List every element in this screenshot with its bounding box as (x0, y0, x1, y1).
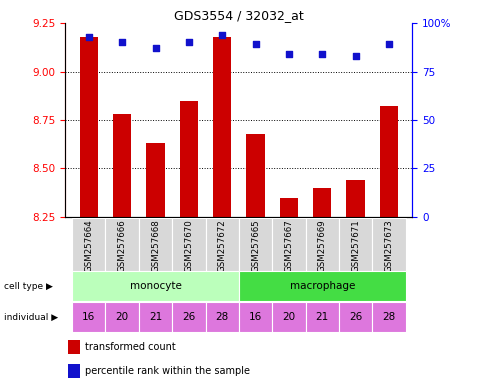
Text: GSM257665: GSM257665 (251, 219, 259, 272)
Bar (272, 302, 305, 332)
Text: 26: 26 (348, 312, 362, 322)
Bar (305, 218, 338, 271)
Text: GSM257672: GSM257672 (217, 219, 226, 272)
Title: GDS3554 / 32032_at: GDS3554 / 32032_at (174, 9, 303, 22)
Bar (68, 340, 80, 354)
Bar (205, 302, 239, 332)
Bar (113, 114, 131, 217)
Point (251, 41, 259, 48)
Text: 20: 20 (115, 312, 128, 322)
Point (118, 40, 126, 46)
Bar (205, 218, 239, 271)
Text: 16: 16 (82, 312, 95, 322)
Text: 28: 28 (381, 312, 395, 322)
Point (85, 33, 92, 40)
Text: 21: 21 (149, 312, 162, 322)
Bar (79, 36, 98, 217)
Bar (106, 302, 138, 332)
Bar (68, 364, 80, 378)
Point (318, 51, 325, 57)
Text: transformed count: transformed count (85, 342, 175, 352)
Bar (372, 218, 405, 271)
Text: GSM257670: GSM257670 (184, 219, 193, 272)
Text: 16: 16 (248, 312, 262, 322)
Bar (239, 271, 405, 301)
Point (151, 45, 159, 51)
Text: GSM257668: GSM257668 (151, 219, 160, 272)
Bar (239, 302, 272, 332)
Bar (379, 106, 397, 217)
Bar (106, 218, 138, 271)
Text: 20: 20 (282, 312, 295, 322)
Text: monocyte: monocyte (129, 281, 181, 291)
Text: individual ▶: individual ▶ (4, 313, 58, 322)
Text: 21: 21 (315, 312, 328, 322)
Point (384, 41, 392, 48)
Bar (372, 302, 405, 332)
Bar (172, 218, 205, 271)
Bar (146, 143, 165, 217)
Bar (138, 302, 172, 332)
Bar (179, 101, 197, 217)
Bar (305, 302, 338, 332)
Bar (279, 198, 298, 217)
Bar (172, 302, 205, 332)
Text: GSM257667: GSM257667 (284, 219, 293, 272)
Bar (246, 134, 264, 217)
Text: macrophage: macrophage (289, 281, 354, 291)
Bar (138, 218, 172, 271)
Text: GSM257664: GSM257664 (84, 219, 93, 272)
Bar (72, 271, 239, 301)
Point (184, 40, 192, 46)
Bar (272, 218, 305, 271)
Point (218, 31, 226, 38)
Text: GSM257673: GSM257673 (384, 219, 393, 272)
Point (285, 51, 292, 57)
Bar (72, 218, 106, 271)
Text: GSM257671: GSM257671 (350, 219, 359, 272)
Text: GSM257669: GSM257669 (317, 219, 326, 272)
Text: 28: 28 (215, 312, 228, 322)
Point (351, 53, 359, 59)
Text: cell type ▶: cell type ▶ (4, 282, 53, 291)
Bar (72, 302, 106, 332)
Bar (312, 188, 331, 217)
Text: percentile rank within the sample: percentile rank within the sample (85, 366, 249, 376)
Text: 26: 26 (182, 312, 195, 322)
Bar (239, 218, 272, 271)
Bar (212, 36, 231, 217)
Bar (338, 302, 372, 332)
Text: GSM257666: GSM257666 (118, 219, 126, 272)
Bar (346, 180, 364, 217)
Bar (338, 218, 372, 271)
